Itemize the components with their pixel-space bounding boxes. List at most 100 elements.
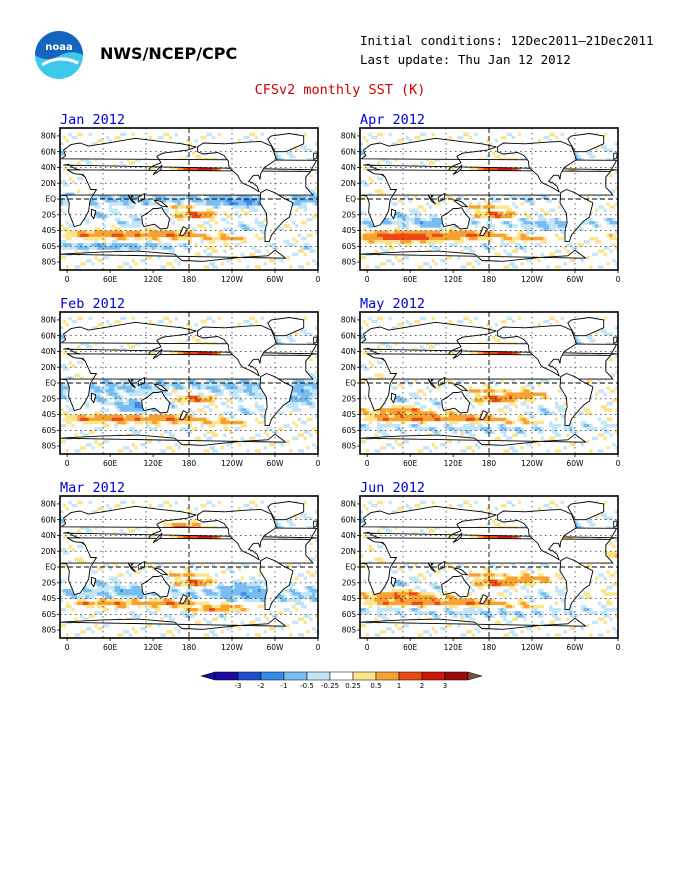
lat-label: 20N [341, 547, 356, 556]
lon-label: 0 [616, 275, 621, 284]
lat-label: 40N [341, 163, 356, 172]
lon-label: 0 [65, 459, 70, 468]
lat-label: 80N [41, 315, 56, 324]
colorbar-label: -2 [258, 682, 265, 690]
lat-label: 60N [341, 147, 356, 156]
lat-label: 20N [41, 363, 56, 372]
colorbar-swatch [237, 671, 262, 681]
org-name: NWS/NCEP/CPC [100, 44, 238, 63]
colorbar-swatch [214, 671, 239, 681]
colorbar-label: 1 [397, 682, 401, 690]
lon-label: 120W [521, 275, 543, 284]
colorbar-label: -3 [235, 682, 242, 690]
lat-label: 80S [342, 258, 357, 267]
lon-label: 60E [103, 459, 118, 468]
panel-title-jan: Jan 2012 [60, 112, 126, 128]
colorbar-swatch [421, 671, 446, 681]
lon-label: 180 [182, 459, 197, 468]
lat-label: EQ [345, 563, 356, 572]
lat-label: 60S [342, 610, 357, 619]
sst-map-may: 80N 60N 40N 20N EQ 20S 40S 60S 80S 0 60E 120E 180 120… [341, 311, 621, 468]
lon-label: 180 [182, 275, 197, 284]
lat-label: 60S [342, 242, 357, 251]
lat-label: 40N [41, 531, 56, 540]
last-update: Last update: Thu Jan 12 2012 [360, 52, 571, 67]
lat-label: 80N [341, 499, 356, 508]
lat-label: 40S [342, 594, 357, 603]
lat-label: EQ [45, 379, 56, 388]
lat-label: 80S [342, 442, 357, 451]
logo-text: noaa [45, 42, 73, 53]
initial-conditions: Initial conditions: 12Dec2011–21Dec2011 [360, 33, 654, 48]
lat-label: 80S [342, 626, 357, 635]
lat-label: 60N [41, 147, 56, 156]
colorbar-swatch [283, 671, 308, 681]
lat-label: 60S [42, 242, 57, 251]
lon-label: 60E [403, 275, 418, 284]
lon-label: 60E [403, 459, 418, 468]
colorbar-label: 0.25 [345, 682, 361, 690]
colorbar: -3 -2 -1 -0.5 -0.25 0.25 0.5 1 2 3 [200, 671, 483, 690]
colorbar-swatch [398, 671, 423, 681]
lat-label: 80S [42, 258, 57, 267]
lon-label: 180 [482, 643, 497, 652]
lat-label: EQ [45, 563, 56, 572]
lon-label: 60W [267, 643, 285, 652]
noaa-logo: noaa [35, 31, 83, 79]
lon-label: 60E [403, 643, 418, 652]
colorbar-under-arrow [200, 671, 216, 681]
lon-label: 60W [567, 459, 585, 468]
lat-label: 60N [341, 331, 356, 340]
colorbar-label: -0.25 [321, 682, 339, 690]
lat-label: 20S [342, 578, 357, 587]
lat-label: 40N [41, 347, 56, 356]
lon-label: 0 [65, 275, 70, 284]
lon-label: 120E [144, 275, 163, 284]
colorbar-swatch [306, 671, 331, 681]
panel-title-feb: Feb 2012 [60, 296, 126, 312]
lat-label: 20S [42, 394, 57, 403]
panel-title-jun: Jun 2012 [360, 480, 426, 496]
colorbar-swatch [375, 671, 400, 681]
lon-label: 0 [316, 275, 321, 284]
colorbar-label: 3 [443, 682, 447, 690]
colorbar-swatch [260, 671, 285, 681]
lon-label: 120W [521, 643, 543, 652]
lon-label: 0 [365, 459, 370, 468]
colorbar-swatch [329, 671, 354, 681]
lat-label: 40S [42, 594, 57, 603]
sst-map-feb: 80N 60N 40N 20N EQ 20S 40S 60S 80S 0 60E 120E 180 120… [41, 311, 321, 468]
lat-label: 60N [41, 331, 56, 340]
lat-label: 40S [342, 226, 357, 235]
lon-label: 120E [444, 643, 463, 652]
lon-label: 120W [221, 275, 243, 284]
figure-title: CFSv2 monthly SST (K) [254, 82, 426, 98]
sst-map-mar: 80N 60N 40N 20N EQ 20S 40S 60S 80S 0 60E 120E 180 120… [41, 495, 321, 652]
colorbar-label: 2 [420, 682, 424, 690]
lat-label: 60S [342, 426, 357, 435]
lon-label: 120W [521, 459, 543, 468]
lat-label: 20S [342, 210, 357, 219]
lon-label: 180 [482, 275, 497, 284]
lon-label: 0 [316, 459, 321, 468]
lat-label: EQ [45, 195, 56, 204]
lon-label: 60E [103, 275, 118, 284]
lat-label: 40S [42, 226, 57, 235]
lon-label: 120E [144, 459, 163, 468]
lat-label: 40N [41, 163, 56, 172]
sst-map-apr: 80N 60N 40N 20N EQ 20S 40S 60S 80S 0 60E 120E 180 120… [341, 127, 621, 284]
colorbar-swatch [444, 671, 469, 681]
sst-map-jun: 80N 60N 40N 20N EQ 20S 40S 60S 80S 0 60E 120E 180 120… [341, 495, 621, 652]
lon-label: 120W [221, 459, 243, 468]
lon-label: 0 [365, 275, 370, 284]
lat-label: 80N [341, 131, 356, 140]
lat-label: 60S [42, 610, 57, 619]
lon-label: 0 [365, 643, 370, 652]
lat-label: 60S [42, 426, 57, 435]
lon-label: 60W [567, 275, 585, 284]
lat-label: 80N [341, 315, 356, 324]
lat-label: 40S [342, 410, 357, 419]
colorbar-label: -1 [281, 682, 288, 690]
lat-label: 80S [42, 442, 57, 451]
lon-label: 120E [444, 459, 463, 468]
